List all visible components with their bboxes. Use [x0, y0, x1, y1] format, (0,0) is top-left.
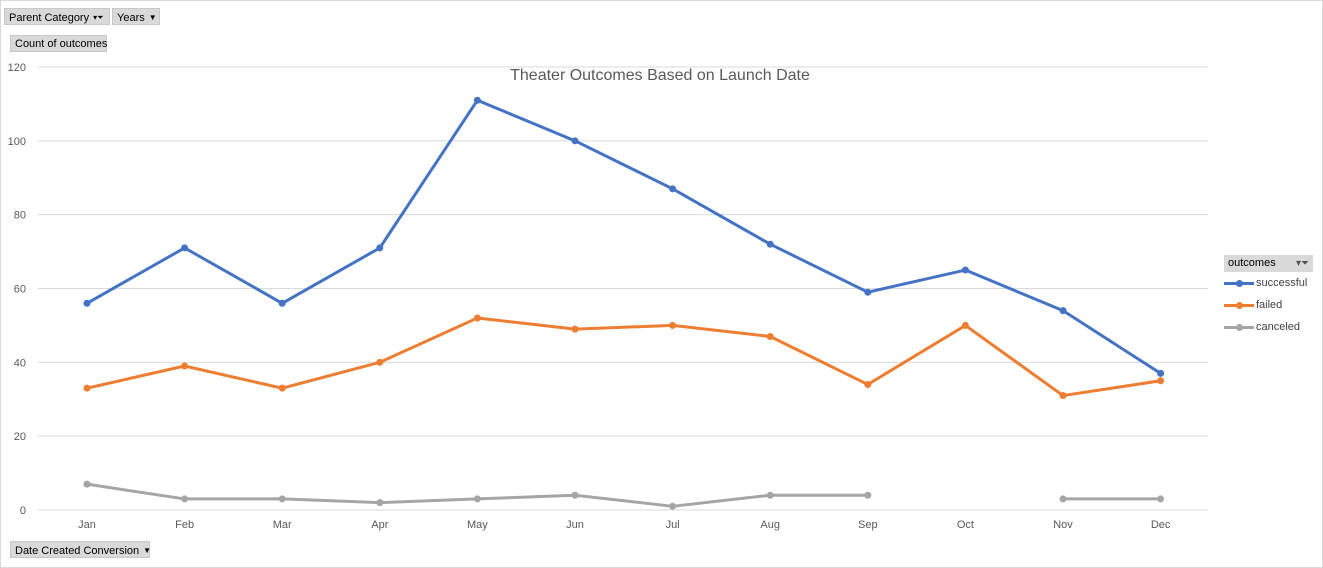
data-point-successful — [473, 96, 481, 104]
data-point-canceled — [571, 491, 579, 499]
data-point-failed — [1157, 377, 1165, 385]
legend-item-canceled: canceled — [1224, 316, 1313, 338]
data-point-canceled — [864, 491, 872, 499]
data-point-successful — [961, 266, 969, 274]
series-line-successful — [86, 98, 1162, 375]
data-point-canceled — [473, 495, 481, 503]
axis-field-label: Date Created Conversion — [15, 545, 140, 557]
chevron-down-icon: ▼ — [143, 546, 152, 555]
y-tick-label: 0 — [20, 505, 26, 517]
y-tick-label: 100 — [8, 136, 26, 148]
data-point-successful — [1059, 307, 1067, 315]
data-point-failed — [376, 358, 384, 366]
legend-label: failed — [1256, 299, 1283, 311]
data-point-failed — [181, 362, 189, 370]
x-tick-label: Nov — [1053, 519, 1073, 531]
data-point-successful — [278, 299, 286, 307]
legend-item-failed: failed — [1224, 294, 1313, 316]
data-point-canceled — [1059, 495, 1067, 503]
data-point-canceled — [278, 495, 286, 503]
y-tick-label: 120 — [8, 62, 26, 74]
data-point-failed — [1059, 392, 1067, 400]
x-tick-label: Feb — [175, 519, 194, 531]
filter-icon: ▾⏷ — [1295, 258, 1309, 269]
x-tick-label: Jul — [666, 519, 680, 531]
x-tick-label: Apr — [371, 519, 388, 531]
data-point-failed — [473, 314, 481, 322]
y-tick-label: 40 — [14, 357, 26, 369]
chart-title: Theater Outcomes Based on Launch Date — [510, 67, 810, 84]
x-tick-label: Oct — [957, 519, 974, 531]
legend-swatch — [1224, 323, 1254, 331]
legend: outcomes ▾⏷ successful failed canceled — [1224, 255, 1313, 338]
axis-field-button[interactable]: Date Created Conversion ▼ — [10, 541, 152, 558]
data-point-successful — [181, 244, 189, 252]
data-point-canceled — [181, 495, 189, 503]
x-tick-label: Mar — [273, 519, 292, 531]
legend-item-successful: successful — [1224, 272, 1313, 294]
legend-swatch — [1224, 279, 1254, 287]
parent-category-label: Parent Category — [9, 12, 90, 24]
years-filter-button[interactable]: Years ▼ — [112, 8, 160, 25]
parent-category-filter-button[interactable]: Parent Category ▾⏷ — [4, 8, 110, 25]
data-point-successful — [376, 244, 384, 252]
x-tick-label: May — [467, 519, 488, 531]
y-tick-label: 80 — [14, 210, 26, 222]
x-tick-label: Aug — [760, 519, 780, 531]
legend-swatch — [1224, 301, 1254, 309]
data-point-canceled — [83, 480, 91, 488]
x-tick-label: Jan — [78, 519, 96, 531]
filter-icon: ▾⏷ — [93, 13, 104, 22]
legend-label: canceled — [1256, 321, 1301, 333]
data-point-failed — [278, 384, 286, 392]
data-point-canceled — [1157, 495, 1165, 503]
data-point-canceled — [766, 491, 774, 499]
data-point-failed — [961, 321, 969, 329]
legend-field-label: outcomes — [1228, 257, 1276, 269]
y-tick-label: 20 — [14, 431, 26, 443]
x-tick-label: Sep — [858, 519, 878, 531]
years-label: Years — [117, 12, 145, 24]
y-tick-label: 60 — [14, 284, 26, 296]
x-tick-label: Dec — [1151, 519, 1171, 531]
data-point-failed — [766, 332, 774, 340]
data-point-successful — [669, 185, 677, 193]
data-point-successful — [571, 137, 579, 145]
data-point-failed — [864, 380, 872, 388]
data-point-successful — [766, 240, 774, 248]
legend-field-button[interactable]: outcomes ▾⏷ — [1224, 255, 1313, 272]
data-point-successful — [864, 288, 872, 296]
data-point-failed — [571, 325, 579, 333]
data-point-successful — [1157, 369, 1165, 377]
value-field-button[interactable]: Count of outcomes — [10, 35, 107, 52]
chevron-down-icon: ▼ — [148, 13, 157, 22]
x-tick-label: Jun — [566, 519, 584, 531]
data-point-failed — [83, 384, 91, 392]
legend-label: successful — [1256, 277, 1308, 289]
data-point-successful — [83, 299, 91, 307]
data-point-failed — [669, 321, 677, 329]
data-point-canceled — [376, 499, 384, 507]
series-line-canceled — [86, 482, 868, 508]
data-point-canceled — [669, 502, 677, 510]
value-field-label: Count of outcomes — [15, 38, 108, 50]
series-line-failed — [86, 316, 1161, 398]
